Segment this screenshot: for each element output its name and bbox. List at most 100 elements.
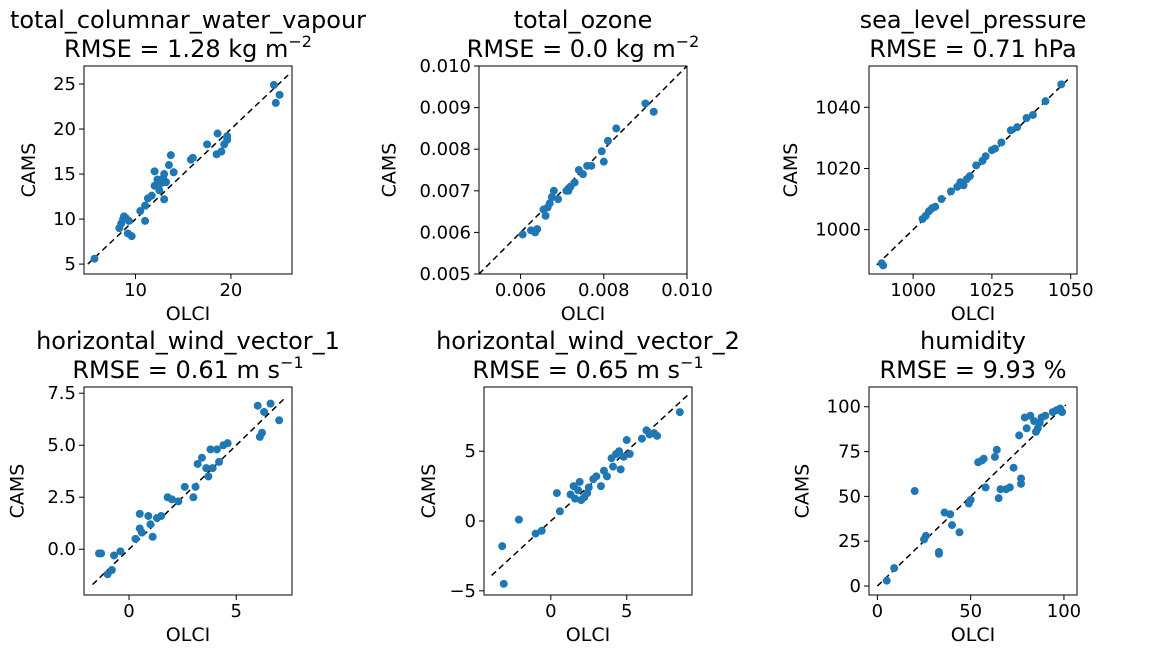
x-tick-label: 20 — [219, 280, 242, 301]
data-point — [223, 132, 232, 141]
data-point — [162, 178, 171, 187]
x-axis-label: OLCI — [951, 624, 995, 646]
plot-frame — [868, 65, 1078, 275]
x-axis-label: OLCI — [566, 624, 610, 646]
data-point — [203, 140, 212, 149]
data-point — [1017, 479, 1026, 488]
x-tick-label: 0.008 — [578, 280, 630, 301]
data-point — [619, 452, 628, 461]
plot-frame — [83, 65, 293, 275]
panel-subtitle: RMSE = 0.71 hPa — [869, 35, 1077, 63]
y-tick-label: 1040 — [815, 97, 861, 118]
y-axis-label: CAMS — [18, 143, 40, 198]
data-point — [217, 147, 226, 156]
y-tick-label: 0.010 — [419, 56, 471, 77]
x-tick-label: 0 — [545, 601, 556, 622]
data-point — [584, 483, 593, 492]
y-tick-label: 15 — [53, 164, 76, 185]
data-point — [997, 138, 1006, 147]
data-point — [271, 98, 280, 107]
data-point — [518, 230, 527, 239]
data-point — [206, 445, 215, 454]
y-tick-label: 0.006 — [419, 222, 471, 243]
x-tick-label: 0 — [872, 601, 883, 622]
identity-line — [87, 74, 289, 265]
data-point — [1022, 114, 1031, 122]
y-tick-label: 10 — [53, 209, 76, 230]
data-point — [991, 144, 1000, 153]
data-point — [994, 494, 1003, 503]
panel-subtitle: RMSE = 1.28 kg m−2 — [64, 32, 312, 63]
data-point — [1005, 483, 1014, 492]
data-point — [555, 507, 564, 516]
data-point — [946, 510, 955, 519]
data-point — [135, 509, 144, 518]
data-point — [533, 225, 542, 234]
data-point — [136, 206, 145, 215]
data-point — [966, 495, 975, 504]
y-tick-label: 75 — [838, 442, 861, 463]
x-axis-label: OLCI — [166, 624, 210, 646]
data-point — [141, 216, 150, 225]
data-point — [1041, 411, 1050, 420]
data-point — [1058, 408, 1067, 417]
plot-frame — [478, 65, 688, 275]
data-point — [223, 439, 232, 448]
y-tick-label: 2.5 — [47, 487, 76, 508]
data-point — [146, 520, 155, 529]
data-point — [204, 472, 213, 481]
data-point — [531, 529, 540, 538]
data-point — [552, 489, 561, 498]
data-point — [937, 195, 946, 204]
data-point — [169, 168, 178, 177]
data-point — [90, 254, 99, 263]
y-tick-label: 5 — [65, 254, 76, 275]
data-point — [575, 477, 584, 486]
data-point — [1006, 126, 1015, 135]
data-point — [148, 532, 157, 541]
data-point — [499, 579, 508, 588]
data-point — [1013, 123, 1022, 132]
identity-line — [876, 76, 1072, 266]
data-point — [934, 547, 943, 556]
data-point — [157, 511, 166, 520]
data-point — [107, 566, 116, 575]
y-tick-label: 0 — [465, 511, 476, 532]
data-point — [570, 178, 579, 187]
x-tick-label: 5 — [231, 601, 242, 622]
x-tick-label: 0.010 — [661, 280, 713, 301]
data-point — [599, 157, 608, 166]
x-tick-label: 100 — [1047, 601, 1081, 622]
data-point — [1028, 110, 1037, 119]
data-point — [910, 487, 919, 495]
y-tick-label: 7.5 — [47, 383, 76, 404]
data-point — [116, 547, 125, 556]
x-axis-label: OLCI — [951, 303, 995, 325]
identity-line — [92, 396, 287, 586]
data-point — [879, 261, 888, 270]
data-point — [921, 531, 930, 540]
data-point — [579, 170, 587, 179]
data-point — [996, 485, 1005, 494]
y-tick-label: 100 — [827, 397, 861, 418]
data-point — [260, 407, 269, 416]
y-tick-label: 25 — [53, 74, 76, 95]
data-point — [97, 549, 106, 558]
y-axis-label: CAMS — [7, 464, 29, 519]
data-point — [547, 193, 556, 202]
data-point — [191, 482, 200, 491]
data-point — [212, 445, 221, 454]
data-point — [641, 99, 650, 108]
data-point — [545, 199, 554, 208]
data-point — [1009, 463, 1018, 472]
plot-frame — [483, 386, 693, 596]
data-point — [587, 161, 596, 170]
x-tick-label: 0.006 — [495, 280, 547, 301]
data-point — [602, 472, 611, 481]
data-point — [1015, 431, 1024, 440]
data-point — [537, 526, 546, 535]
y-tick-label: 0 — [850, 576, 861, 597]
